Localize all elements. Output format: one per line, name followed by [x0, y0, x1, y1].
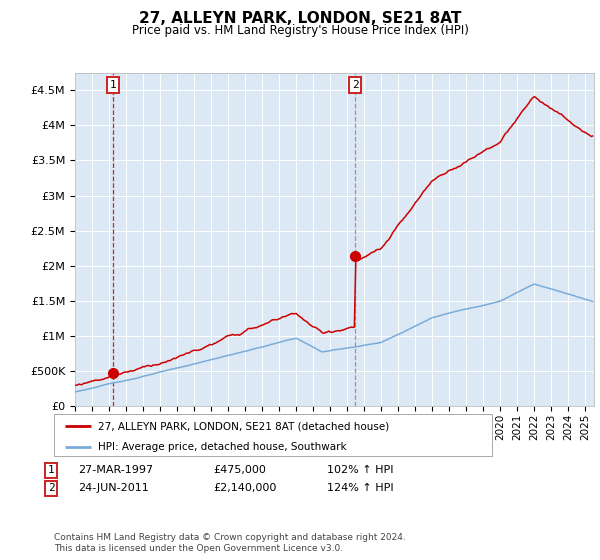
- Text: 2: 2: [352, 80, 359, 90]
- Text: 1: 1: [47, 465, 55, 475]
- Text: £475,000: £475,000: [213, 465, 266, 475]
- Text: £2,140,000: £2,140,000: [213, 483, 277, 493]
- Text: 27, ALLEYN PARK, LONDON, SE21 8AT (detached house): 27, ALLEYN PARK, LONDON, SE21 8AT (detac…: [98, 421, 389, 431]
- Text: 27, ALLEYN PARK, LONDON, SE21 8AT: 27, ALLEYN PARK, LONDON, SE21 8AT: [139, 11, 461, 26]
- Text: 27-MAR-1997: 27-MAR-1997: [78, 465, 153, 475]
- Text: 102% ↑ HPI: 102% ↑ HPI: [327, 465, 394, 475]
- Text: Price paid vs. HM Land Registry's House Price Index (HPI): Price paid vs. HM Land Registry's House …: [131, 24, 469, 36]
- Text: 124% ↑ HPI: 124% ↑ HPI: [327, 483, 394, 493]
- Text: HPI: Average price, detached house, Southwark: HPI: Average price, detached house, Sout…: [98, 442, 346, 452]
- Text: Contains HM Land Registry data © Crown copyright and database right 2024.
This d: Contains HM Land Registry data © Crown c…: [54, 533, 406, 553]
- Text: 1: 1: [109, 80, 116, 90]
- Text: 2: 2: [47, 483, 55, 493]
- Text: 24-JUN-2011: 24-JUN-2011: [78, 483, 149, 493]
